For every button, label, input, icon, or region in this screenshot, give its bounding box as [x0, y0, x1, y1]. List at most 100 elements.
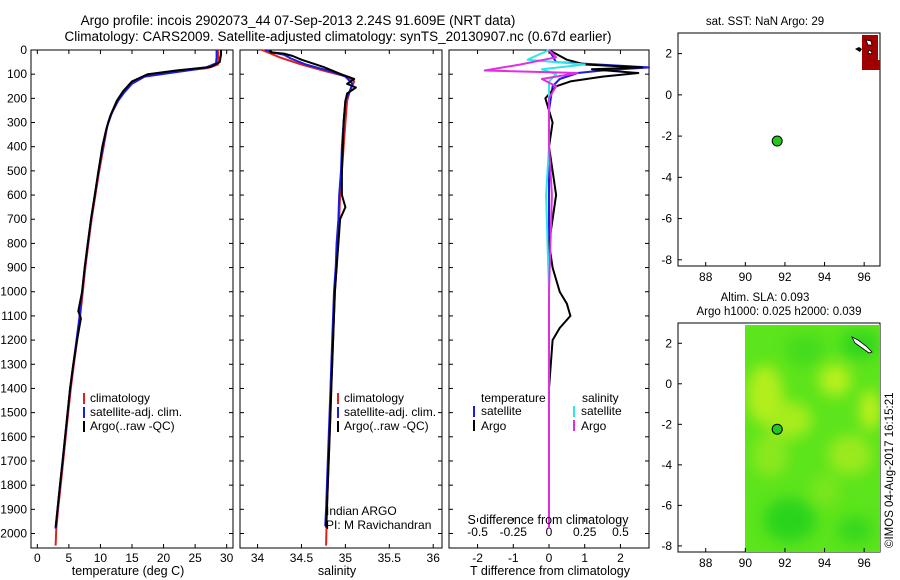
series-line-temperature-argo: [544, 49, 643, 529]
sla-x-tick-label: 90: [739, 556, 753, 570]
sst-island: [855, 47, 862, 52]
difference-xlabel: T difference from climatology: [470, 564, 631, 578]
sst-map: 88 90 92 94 96 2 0 -2 -4 -6 -8: [661, 32, 881, 284]
legend-title-salinity: salinity: [582, 391, 619, 405]
temperature-legend: climatology satellite-adj. clim. Argo(..…: [83, 391, 182, 433]
legend-label-satellite: satellite-adj. clim.: [344, 405, 436, 419]
x-tick-label: 2: [617, 551, 624, 565]
difference-legend: temperature satellite Argo salinity sate…: [473, 391, 622, 433]
depth-tick-label: 1800: [0, 478, 27, 492]
legend-label-climatology: climatology: [90, 391, 150, 405]
series-line-satellite-adj-clim: [265, 49, 354, 527]
s-tick-label: -0.25: [500, 525, 528, 539]
depth-tick-label: 1900: [0, 502, 27, 516]
x-tick-label: 15: [125, 551, 139, 565]
depth-tick-label: 1500: [0, 406, 27, 420]
sst-x-tick-label: 96: [857, 270, 871, 284]
temperature-panel: 0 5 10 15 20 25 30: [31, 49, 234, 565]
x-tick-label: 25: [188, 551, 202, 565]
sst-argo-position-marker: [771, 135, 783, 147]
legend-title-temperature: temperature: [481, 391, 546, 405]
depth-tick-label: 0: [20, 43, 27, 57]
x-tick-label: 36: [427, 551, 441, 565]
x-tick-label: 0: [34, 551, 41, 565]
legend-label-argo: Argo(..raw -QC): [90, 419, 175, 433]
x-tick-label: -1: [508, 551, 519, 565]
x-tick-label: 35.5: [378, 551, 402, 565]
depth-tick-label: 1700: [0, 454, 27, 468]
sst-y-tick-label: 2: [665, 47, 672, 61]
x-tick-label: 1: [581, 551, 588, 565]
legend-label-argo: Argo(..raw -QC): [344, 419, 429, 433]
temperature-xlabel: temperature (deg C): [72, 564, 185, 578]
depth-tick-label: 1100: [1, 309, 27, 323]
s-tick-label: 0: [546, 525, 553, 539]
series-line-salinity-satellite: [526, 49, 586, 529]
depth-tick-label: 900: [7, 261, 27, 275]
salinity-xlabel: salinity: [318, 564, 357, 578]
x-tick-label: 10: [94, 551, 108, 565]
legend-label-t-argo: Argo: [481, 419, 507, 433]
sst-x-tick-label: 88: [699, 270, 713, 284]
x-tick-label: 34.5: [290, 551, 314, 565]
x-tick-label: 20: [157, 551, 171, 565]
salinity-panel: 34 34.5 35 35.5 36: [240, 49, 442, 565]
legend-label-s-argo: Argo: [581, 419, 607, 433]
depth-tick-label: 700: [7, 212, 27, 226]
depth-tick-label: 1600: [0, 430, 27, 444]
sla-x-tick-label: 94: [818, 556, 832, 570]
x-tick-label: 30: [220, 551, 234, 565]
sst-x-tick-label: 90: [739, 270, 753, 284]
series-line-argo-raw-qc: [54, 50, 222, 528]
sst-map-title: sat. SST: NaN Argo: 29: [706, 16, 824, 28]
legend-label-satellite: satellite-adj. clim.: [90, 405, 182, 419]
depth-tick-label: 1400: [0, 381, 27, 395]
depth-tick-label: 400: [7, 140, 27, 154]
series-line-temperature-satellite: [548, 49, 650, 529]
sst-y-tick-label: -4: [661, 170, 672, 184]
x-tick-label: 0: [546, 551, 553, 565]
figure-title-line2: Climatology: CARS2009. Satellite-adjuste…: [64, 29, 611, 44]
depth-tick-label: 2000: [0, 526, 27, 540]
depth-tick-label: 100: [7, 67, 27, 81]
sst-y-tick-label: -2: [661, 129, 672, 143]
sst-x-tick-label: 92: [778, 270, 792, 284]
x-tick-label: 35: [339, 551, 353, 565]
sst-island: [865, 39, 873, 46]
depth-tick-label: 300: [7, 116, 27, 130]
s-tick-label: 0.25: [573, 525, 597, 539]
copyright-label: ©IMOS 04-Aug-2017 16:15:21: [884, 392, 896, 548]
sla-field: [745, 325, 880, 552]
salinity-panel-frame: [239, 49, 443, 549]
s-tick-label: 0.5: [612, 525, 629, 539]
depth-tick-label: 1000: [0, 285, 27, 299]
difference-xlabel-top: S difference from climatology: [468, 513, 630, 527]
sla-x-tick-label: 88: [699, 556, 713, 570]
sst-map-frame: [677, 32, 881, 267]
sst-island: [867, 49, 873, 55]
legend-label-s-satellite: satellite: [581, 404, 622, 418]
series-line-climatology: [261, 49, 356, 546]
x-tick-label: 5: [66, 551, 73, 565]
sla-map-title-line2: Argo h1000: 0.025 h2000: 0.039: [697, 306, 862, 318]
sla-island: [851, 336, 873, 354]
sla-y-tick-label: 2: [665, 336, 672, 350]
x-tick-label: -2: [472, 551, 483, 565]
annotation-indian-argo: Indian ARGO: [326, 504, 397, 518]
sla-map-title-line1: Altim. SLA: 0.093: [721, 292, 810, 304]
sla-y-tick-label: -6: [661, 498, 672, 512]
s-tick-label: -0.5: [467, 525, 488, 539]
legend-label-climatology: climatology: [344, 391, 404, 405]
depth-tick-label: 800: [7, 236, 27, 250]
sla-y-tick-label: 0: [665, 377, 672, 391]
depth-tick-label: 500: [7, 164, 27, 178]
depth-tick-label: 1300: [0, 357, 27, 371]
salinity-legend: climatology satellite-adj. clim. Argo(..…: [326, 391, 436, 532]
depth-axis: 0 100 200 300 400 500 600 700 800 900 1000 1100 1200…: [0, 43, 27, 540]
x-tick-label: 34: [251, 551, 265, 565]
series-line-argo-raw-qc: [269, 50, 357, 528]
depth-tick-label: 600: [7, 188, 27, 202]
sla-x-tick-label: 96: [857, 556, 871, 570]
sst-y-tick-label: -8: [661, 253, 672, 267]
sla-y-tick-label: -4: [661, 458, 672, 472]
